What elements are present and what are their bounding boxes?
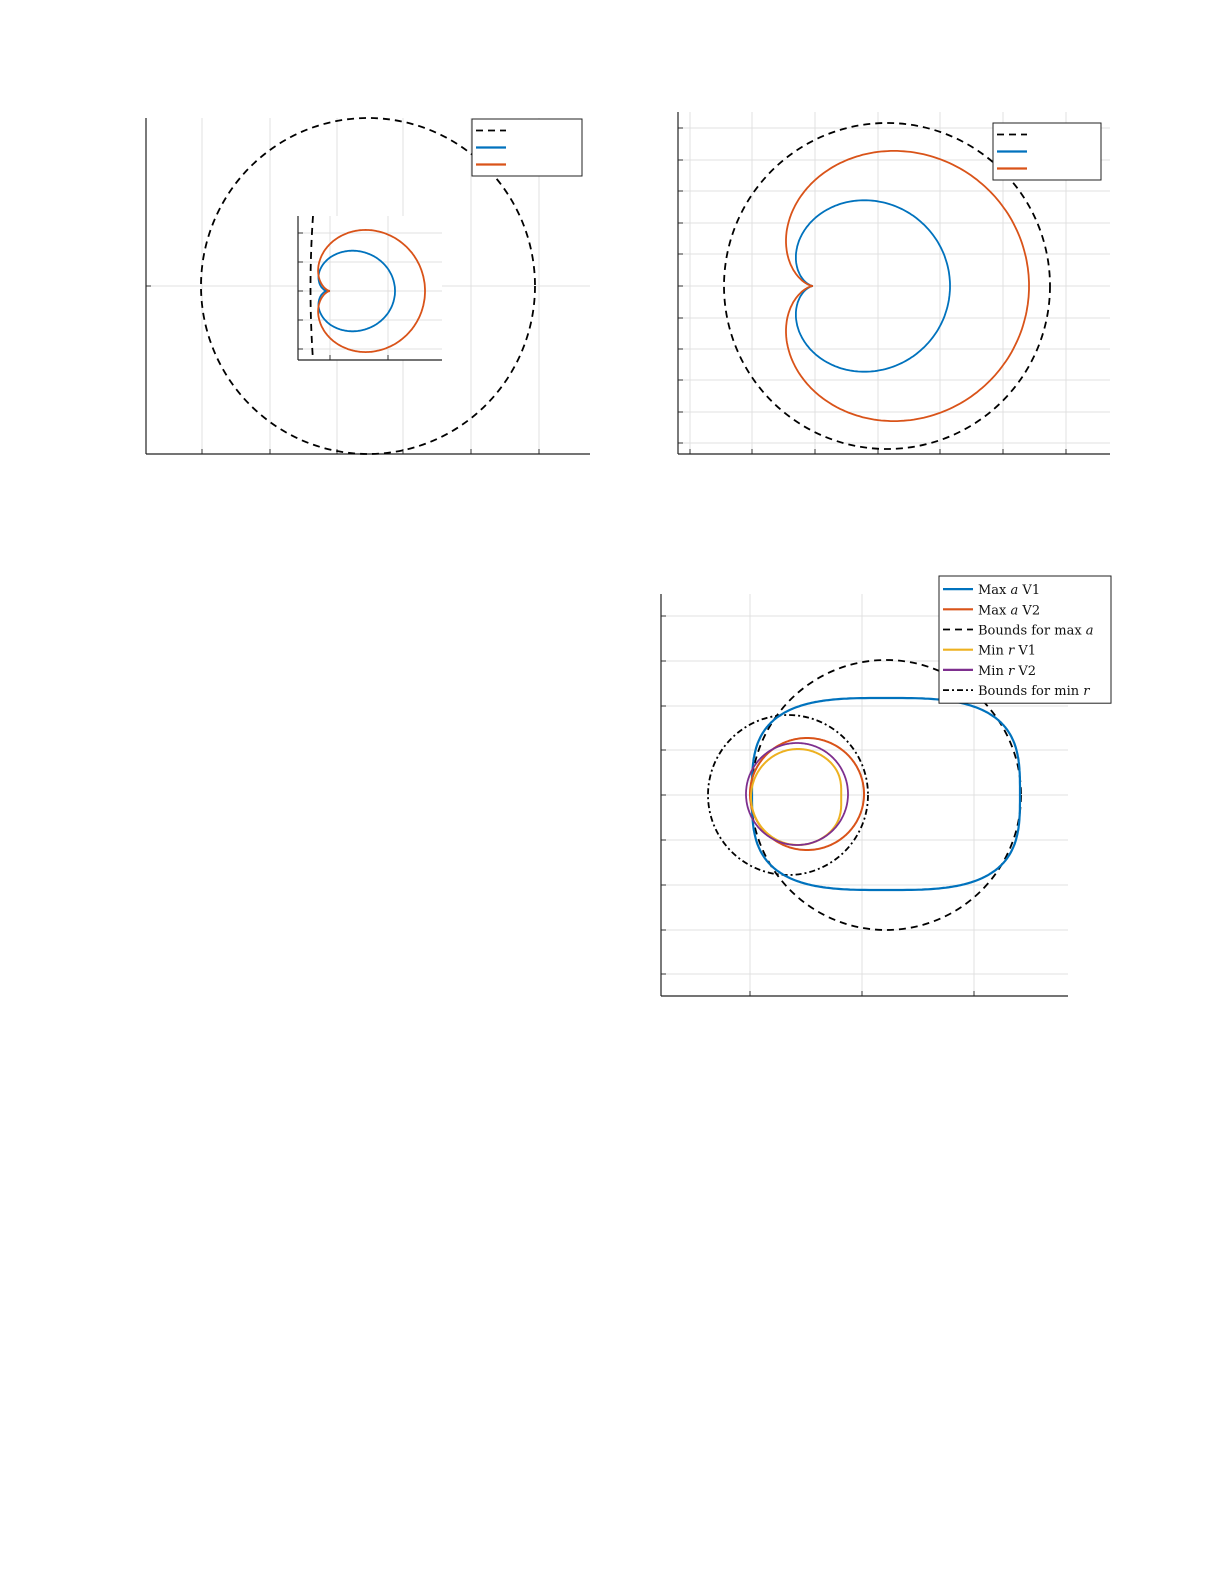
legend-entry-label: Min r V2 — [978, 664, 1036, 679]
chart-3: Max a V1 Max a V2 Bounds for max a Min r V1… — [660, 575, 1112, 997]
legend-entry-label: Min r V1 — [978, 644, 1036, 659]
series-min-r-v2 — [745, 742, 849, 846]
legend — [938, 575, 1112, 704]
legend-entry-label: Bounds for min r — [978, 684, 1090, 699]
inset-bound-line — [309, 215, 314, 361]
legend-entry-label: Bounds for max a — [978, 624, 1094, 639]
legend-entry-label: Max a V2 — [978, 603, 1040, 618]
inset-plot-area — [298, 216, 442, 360]
series-max-a-v2 — [749, 737, 865, 851]
series-orange-cardioid — [785, 150, 1030, 422]
series-blue-cardioid — [317, 249, 396, 333]
legend-entry-label: Max a V1 — [978, 583, 1040, 598]
chart-1 — [145, 117, 590, 455]
inset-plot — [297, 215, 442, 361]
series-bounds-min-r — [707, 714, 869, 876]
series-bound-circle — [723, 122, 1051, 450]
series-orange-cardioid — [317, 228, 426, 354]
chart-2 — [677, 112, 1110, 455]
series-bound-circle — [200, 117, 536, 455]
